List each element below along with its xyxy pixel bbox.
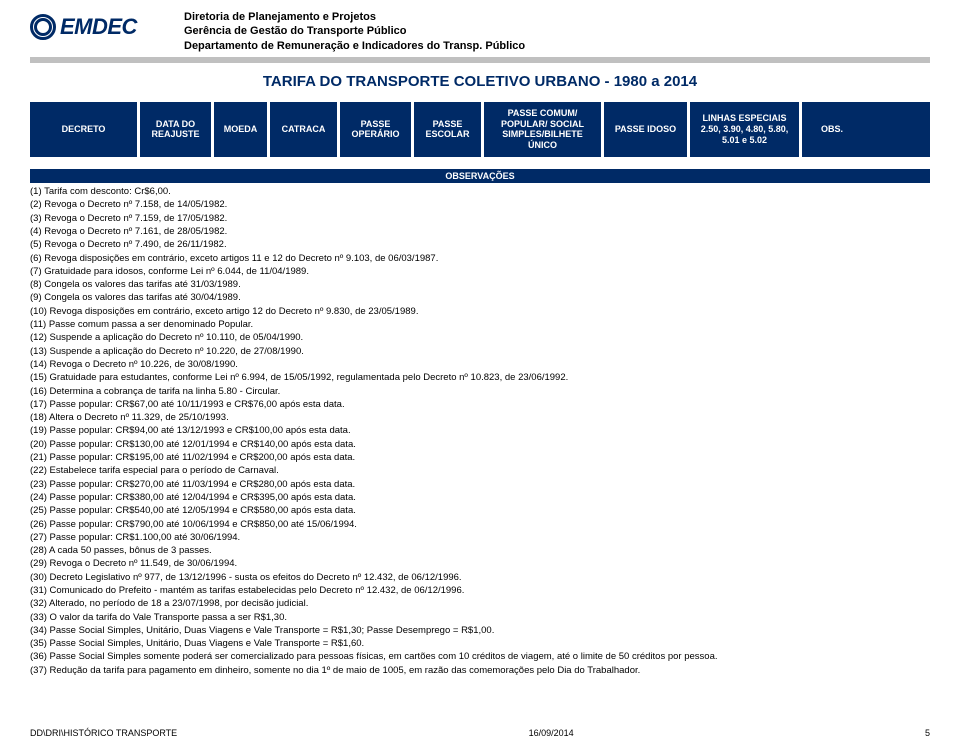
observation-line: (8) Congela os valores das tarifas até 3… [30,278,930,291]
observation-line: (11) Passe comum passa a ser denominado … [30,318,930,331]
observation-line: (18) Altera o Decreto nº 11.329, de 25/1… [30,411,930,424]
department-lines: Diretoria de Planejamento e Projetos Ger… [184,10,525,53]
observation-line: (26) Passe popular: CR$790,00 até 10/06/… [30,518,930,531]
observation-line: (22) Estabelece tarifa especial para o p… [30,464,930,477]
column-header: OBS. [802,102,862,157]
observation-line: (30) Decreto Legislativo nº 977, de 13/1… [30,571,930,584]
observation-line: (19) Passe popular: CR$94,00 até 13/12/1… [30,424,930,437]
observations-list: (1) Tarifa com desconto: Cr$6,00.(2) Rev… [30,185,930,677]
dept-line-1: Diretoria de Planejamento e Projetos [184,10,525,24]
header-rule [30,57,930,63]
observation-line: (10) Revoga disposições em contrário, ex… [30,305,930,318]
observation-line: (29) Revoga o Decreto nº 11.549, de 30/0… [30,557,930,570]
observation-line: (31) Comunicado do Prefeito - mantém as … [30,584,930,597]
observation-line: (3) Revoga o Decreto nº 7.159, de 17/05/… [30,212,930,225]
observation-line: (4) Revoga o Decreto nº 7.161, de 28/05/… [30,225,930,238]
observation-line: (21) Passe popular: CR$195,00 até 11/02/… [30,451,930,464]
observation-line: (35) Passe Social Simples, Unitário, Dua… [30,637,930,650]
column-header: MOEDA [214,102,270,157]
column-header: PASSE ESCOLAR [414,102,484,157]
observation-line: (5) Revoga o Decreto nº 7.490, de 26/11/… [30,238,930,251]
observation-line: (32) Alterado, no período de 18 a 23/07/… [30,597,930,610]
observation-line: (24) Passe popular: CR$380,00 até 12/04/… [30,491,930,504]
observation-line: (2) Revoga o Decreto nº 7.158, de 14/05/… [30,198,930,211]
table-header-row: DECRETODATA DO REAJUSTEMOEDACATRACAPASSE… [30,102,930,157]
column-header: DECRETO [30,102,140,157]
dept-line-2: Gerência de Gestão do Transporte Público [184,24,525,38]
column-header: PASSE OPERÁRIO [340,102,414,157]
observation-line: (27) Passe popular: CR$1.100,00 até 30/0… [30,531,930,544]
logo-mark-icon [30,14,56,40]
observation-line: (20) Passe popular: CR$130,00 até 12/01/… [30,438,930,451]
observation-line: (37) Redução da tarifa para pagamento em… [30,664,930,677]
observation-line: (9) Congela os valores das tarifas até 3… [30,291,930,304]
logo-text: EMDEC [60,14,137,40]
observation-line: (17) Passe popular: CR$67,00 até 10/11/1… [30,398,930,411]
column-header: PASSE COMUM/ POPULAR/ SOCIAL SIMPLES/BIL… [484,102,604,157]
observation-line: (7) Gratuidade para idosos, conforme Lei… [30,265,930,278]
observation-line: (6) Revoga disposições em contrário, exc… [30,252,930,265]
observation-line: (1) Tarifa com desconto: Cr$6,00. [30,185,930,198]
column-header: DATA DO REAJUSTE [140,102,214,157]
observation-line: (36) Passe Social Simples somente poderá… [30,650,930,663]
logo: EMDEC [30,10,170,44]
column-header: LINHAS ESPECIAIS 2.50, 3.90, 4.80, 5.80,… [690,102,802,157]
observation-line: (12) Suspende a aplicação do Decreto nº … [30,331,930,344]
page-title: TARIFA DO TRANSPORTE COLETIVO URBANO - 1… [30,73,930,90]
footer-center: 16/09/2014 [529,728,574,738]
page-footer: DD\DRI\HISTÓRICO TRANSPORTE 16/09/2014 5 [30,728,930,738]
observations-title: OBSERVAÇÕES [445,171,514,181]
footer-left: DD\DRI\HISTÓRICO TRANSPORTE [30,728,177,738]
column-header: PASSE IDOSO [604,102,690,157]
observation-line: (13) Suspende a aplicação do Decreto nº … [30,345,930,358]
observations-header-bar: OBSERVAÇÕES [30,169,930,183]
document-header: EMDEC Diretoria de Planejamento e Projet… [30,10,930,53]
observation-line: (15) Gratuidade para estudantes, conform… [30,371,930,384]
observation-line: (28) A cada 50 passes, bônus de 3 passes… [30,544,930,557]
dept-line-3: Departamento de Remuneração e Indicadore… [184,39,525,53]
observation-line: (23) Passe popular: CR$270,00 até 11/03/… [30,478,930,491]
footer-right: 5 [925,728,930,738]
observation-line: (14) Revoga o Decreto nº 10.226, de 30/0… [30,358,930,371]
observation-line: (25) Passe popular: CR$540,00 até 12/05/… [30,504,930,517]
observation-line: (33) O valor da tarifa do Vale Transport… [30,611,930,624]
column-header: CATRACA [270,102,340,157]
observation-line: (34) Passe Social Simples, Unitário, Dua… [30,624,930,637]
observation-line: (16) Determina a cobrança de tarifa na l… [30,385,930,398]
